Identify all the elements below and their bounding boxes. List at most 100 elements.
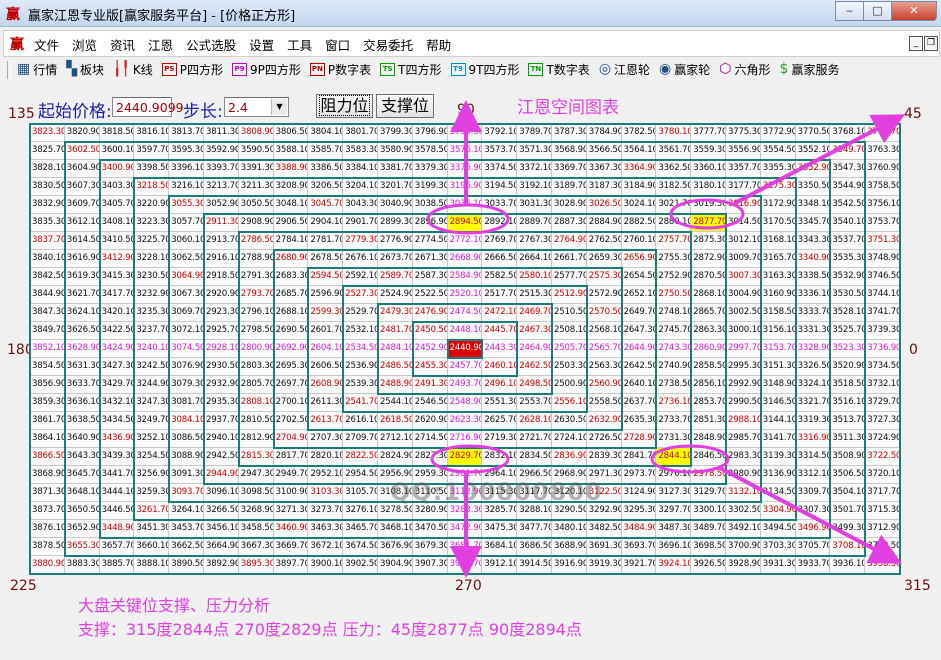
grid-cell: 3024.10 bbox=[621, 196, 657, 214]
grid-cell: 3890.50 bbox=[169, 556, 204, 574]
support-button[interactable]: 支撑位 bbox=[376, 94, 434, 118]
grid-cell: 3876.10 bbox=[30, 520, 65, 538]
menu-settings[interactable]: 设置 bbox=[249, 38, 275, 53]
grid-cell: 2851.30 bbox=[691, 412, 726, 430]
grid-cell: 2834.50 bbox=[517, 448, 552, 466]
child-restore-button[interactable]: ❐ bbox=[924, 36, 938, 51]
grid-cell: 3854.50 bbox=[30, 358, 65, 376]
toolbar-dollar-button[interactable]: $ 赢家服务 bbox=[780, 61, 840, 78]
grid-cell: 3686.50 bbox=[517, 538, 552, 556]
grid-cell: 3146.50 bbox=[760, 394, 796, 412]
grid-cell: 2469.70 bbox=[517, 304, 552, 322]
grid-cell: 3782.50 bbox=[621, 124, 657, 142]
grid-cell: 2848.90 bbox=[691, 430, 726, 448]
menu-formula-screening[interactable]: 公式选股 bbox=[186, 38, 237, 53]
toolbar-gann-wheel-button[interactable]: ◎ 江恩轮 bbox=[599, 61, 650, 78]
grid-cell: 3820.90 bbox=[64, 124, 100, 142]
grid-cell: 2875.30 bbox=[691, 232, 726, 250]
grid-cell: 2496.10 bbox=[482, 376, 518, 394]
grid-cell: 2916.10 bbox=[204, 250, 239, 268]
grid-cell: 3708.10 bbox=[830, 538, 866, 556]
grid-cell: 3540.10 bbox=[830, 214, 866, 232]
grid-cell: 2947.30 bbox=[238, 466, 274, 484]
menu-tools[interactable]: 工具 bbox=[287, 38, 313, 53]
grid-cell: 3537.70 bbox=[830, 232, 866, 250]
grid-cell: 3014.50 bbox=[726, 214, 761, 232]
toolbar-table-button[interactable]: ▦ 行情 bbox=[17, 61, 57, 78]
menu-gann[interactable]: 江恩 bbox=[148, 38, 174, 53]
toolbar-candlestick-button[interactable]: ╽╿ K线 bbox=[113, 61, 153, 78]
grid-cell: 2443.30 bbox=[482, 340, 518, 358]
grid-cell: 2750.50 bbox=[656, 286, 692, 304]
minimize-button[interactable]: ‒ bbox=[835, 1, 864, 21]
grid-cell: 3566.50 bbox=[586, 142, 622, 160]
toolbar-pn-button[interactable]: PN P数字表 bbox=[309, 61, 371, 78]
maximize-button[interactable]: □ bbox=[863, 1, 892, 21]
toolbar-grip[interactable] bbox=[7, 60, 11, 79]
grid-cell: 2954.50 bbox=[343, 466, 378, 484]
menu-browse[interactable]: 浏览 bbox=[72, 38, 98, 53]
toolbar-t9-button[interactable]: T9 9T四方形 bbox=[450, 61, 519, 78]
grid-cell: 3811.30 bbox=[204, 124, 239, 142]
toolbar-hexagon-button[interactable]: ⬡ 六角形 bbox=[719, 61, 770, 78]
grid-cell: 2652.10 bbox=[621, 286, 657, 304]
grid-cell: 3021.70 bbox=[656, 196, 692, 214]
grid-cell: 3002.50 bbox=[726, 304, 761, 322]
toolbar-blocks-button[interactable]: ▚ 板块 bbox=[66, 61, 104, 78]
menu-file[interactable]: 文件 bbox=[34, 38, 60, 53]
grid-cell: 3480.10 bbox=[552, 520, 587, 538]
grid-cell: 3684.10 bbox=[482, 538, 518, 556]
menu-help[interactable]: 帮助 bbox=[426, 38, 452, 53]
grid-cell: 2548.90 bbox=[447, 394, 483, 412]
grid-cell: 2680.90 bbox=[273, 250, 309, 268]
child-minimize-button[interactable]: _ bbox=[909, 36, 923, 51]
grid-cell: 3316.90 bbox=[795, 430, 831, 448]
grid-cell: 3196.90 bbox=[447, 178, 483, 196]
resistance-button-label: 阻力位 bbox=[319, 95, 370, 116]
chevron-down-icon[interactable]: ▼ bbox=[271, 99, 287, 115]
menu-bar: 赢 文件 浏览 资讯 江恩 公式选股 设置 工具 窗口 交易委托 帮助 _ ❐ bbox=[3, 30, 940, 57]
toolbar-p9-button[interactable]: P9 9P四方形 bbox=[232, 61, 301, 78]
grid-cell: 3861.70 bbox=[30, 412, 65, 430]
grid-cell: 2589.70 bbox=[378, 268, 413, 286]
grid-cell: 2846.50 bbox=[691, 448, 726, 466]
start-price-input[interactable]: 2440.9099 bbox=[112, 97, 184, 117]
menu-news[interactable]: 资讯 bbox=[110, 38, 136, 53]
grid-cell: 3199.30 bbox=[412, 178, 448, 196]
grid-cell: 3907.30 bbox=[412, 556, 448, 574]
grid-cell: 2724.10 bbox=[552, 430, 587, 448]
grid-cell: 2671.30 bbox=[412, 250, 448, 268]
grid-cell: 3050.50 bbox=[238, 196, 274, 214]
close-button[interactable]: ✕ bbox=[891, 1, 937, 21]
grid-cell: 2575.30 bbox=[586, 268, 622, 286]
resistance-button[interactable]: 阻力位 bbox=[316, 94, 373, 118]
grid-cell: 3225.70 bbox=[134, 232, 170, 250]
grid-cell: 3132.10 bbox=[726, 484, 761, 502]
grid-cell: 3753.70 bbox=[865, 214, 900, 232]
grid-cell: 2457.70 bbox=[447, 358, 483, 376]
grid-cell: 2510.50 bbox=[552, 304, 587, 322]
toolbar-tn-button[interactable]: TN T数字表 bbox=[528, 61, 590, 78]
grid-cell: 3266.50 bbox=[204, 502, 239, 520]
toolbar-ts-button[interactable]: TS T四方形 bbox=[380, 61, 442, 78]
grid-cell: 3789.70 bbox=[517, 124, 552, 142]
grid-cell: 3172.90 bbox=[760, 196, 796, 214]
grid-cell: 2980.90 bbox=[726, 466, 761, 484]
grid-cell: 3607.30 bbox=[64, 178, 100, 196]
grid-cell: 3729.70 bbox=[865, 394, 900, 412]
menu-trading[interactable]: 交易委托 bbox=[363, 38, 414, 53]
toolbar-winner-wheel-button[interactable]: ◉ 赢家轮 bbox=[659, 61, 710, 78]
grid-cell: 2767.30 bbox=[517, 232, 552, 250]
grid-cell: 3158.50 bbox=[760, 304, 796, 322]
grid-cell: 3804.10 bbox=[308, 124, 344, 142]
menu-window[interactable]: 窗口 bbox=[325, 38, 351, 53]
grid-cell: 3091.30 bbox=[169, 466, 204, 484]
grid-cell: 3165.70 bbox=[760, 250, 796, 268]
grid-cell: 3832.90 bbox=[30, 196, 65, 214]
step-select[interactable]: 2.4 ▼ bbox=[224, 97, 289, 117]
grid-cell: 2560.90 bbox=[586, 376, 622, 394]
toolbar-ps-button[interactable]: PS P四方形 bbox=[161, 61, 223, 78]
grid-cell: 3770.50 bbox=[795, 124, 831, 142]
grid-cell: 3470.50 bbox=[412, 520, 448, 538]
grid-cell: 3237.70 bbox=[134, 322, 170, 340]
